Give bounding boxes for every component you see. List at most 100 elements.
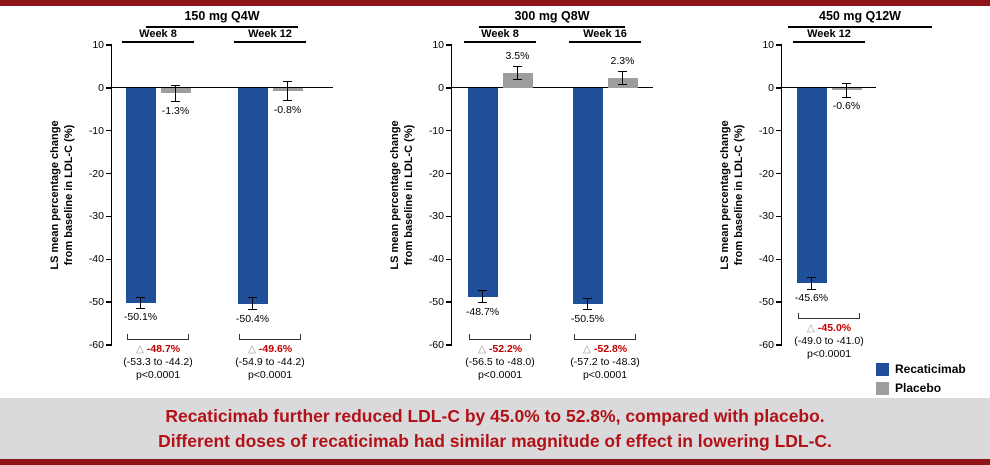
error-bar-cap-bottom	[283, 100, 292, 102]
difference-ci: (-53.3 to -44.2)	[123, 355, 193, 368]
difference-bracket	[239, 333, 301, 340]
difference-p: p<0.0001	[477, 369, 523, 382]
recaticimab-bar	[572, 87, 603, 305]
bar-value-label: -45.6%	[794, 292, 829, 305]
error-bar-cap-top	[807, 276, 816, 278]
difference-ci: (-56.5 to -48.0)	[465, 356, 535, 369]
y-tick-mark	[446, 172, 452, 175]
y-tick-mark	[776, 172, 782, 175]
error-bar-cap-top	[171, 84, 180, 86]
y-tick-mark	[106, 344, 112, 346]
y-tick-mark	[106, 44, 112, 46]
y-tick-label: -40	[88, 253, 104, 266]
summary-banner: Recaticimab further reduced LDL-C by 45.…	[0, 398, 990, 459]
chart-panel-2: 300 mg Q8W LS mean percentage change from …	[358, 6, 683, 398]
y-tick-label: 0	[98, 81, 104, 94]
difference-value-row: △ -45.0%	[769, 322, 889, 335]
error-bar-cap-top	[842, 83, 851, 85]
y-tick-mark	[106, 129, 112, 132]
placebo-color-swatch	[876, 381, 889, 395]
y-tick-mark	[446, 215, 452, 218]
y-tick-mark	[446, 301, 452, 303]
difference-value-row: △ -48.7%	[98, 343, 218, 356]
placebo-bar	[502, 72, 533, 88]
panel-title: 150 mg Q4W	[184, 9, 260, 23]
y-tick-mark	[106, 258, 112, 261]
error-bar	[587, 298, 588, 310]
y-tick-label: -50	[758, 296, 774, 309]
delta-triangle-icon: △	[247, 342, 259, 355]
difference-ci: (-49.0 to -41.0)	[794, 335, 864, 348]
recaticimab-bar	[125, 87, 156, 303]
recaticimab-bar	[237, 87, 268, 304]
week-underline	[234, 41, 306, 43]
panel-title: 450 mg Q12W	[819, 9, 901, 23]
week-label: Week 16	[583, 28, 627, 40]
bar-value-label: -0.6%	[832, 100, 861, 113]
error-bar	[175, 85, 176, 102]
delta-triangle-icon: △	[135, 342, 147, 355]
y-tick-label: -30	[428, 210, 444, 223]
y-tick-mark	[776, 344, 782, 346]
y-tick-mark	[776, 87, 782, 89]
bar-value-label: -50.5%	[570, 312, 605, 325]
y-tick-label: -50	[428, 296, 444, 309]
difference-percent: -49.6%	[258, 342, 293, 355]
y-tick-mark	[776, 258, 782, 261]
week-underline	[569, 41, 641, 43]
top-accent-stripe	[0, 0, 990, 6]
bar-value-label: -50.1%	[123, 311, 158, 324]
panel-title-underline	[146, 26, 298, 28]
difference-bracket	[798, 313, 860, 320]
y-axis-line	[780, 45, 782, 345]
y-tick-mark	[106, 172, 112, 175]
y-tick-mark	[446, 87, 452, 89]
y-tick-label: 10	[92, 39, 104, 51]
y-tick-mark	[106, 87, 112, 89]
summary-line-2: Different doses of recaticimab had simil…	[158, 431, 832, 451]
y-tick-label: -10	[428, 124, 444, 137]
bar-value-label: -0.8%	[273, 103, 302, 116]
y-tick-mark	[446, 258, 452, 261]
error-bar	[846, 83, 847, 98]
error-bar-cap-top	[478, 290, 487, 292]
y-axis-label-line1: LS mean percentage change	[719, 120, 731, 270]
panel-title: 300 mg Q8W	[514, 9, 590, 23]
bottom-accent-stripe	[0, 459, 990, 465]
y-tick-mark	[776, 44, 782, 46]
zero-baseline	[452, 87, 653, 89]
week-underline	[122, 41, 194, 43]
difference-p: p<0.0001	[247, 368, 293, 381]
y-tick-mark	[776, 129, 782, 132]
y-tick-label: -20	[758, 167, 774, 180]
delta-triangle-icon: △	[582, 343, 594, 356]
y-tick-mark	[776, 215, 782, 218]
zero-baseline	[782, 87, 876, 89]
chart-panel-1: 150 mg Q4W LS mean percentage change from …	[18, 6, 343, 398]
y-axis-line	[450, 45, 452, 345]
y-tick-label: -20	[88, 167, 104, 180]
y-tick-label: -10	[758, 124, 774, 137]
week-label: Week 8	[139, 28, 177, 40]
legend-item-placebo: Placebo	[876, 381, 966, 395]
placebo-legend-label: Placebo	[895, 381, 942, 395]
y-tick-mark	[446, 344, 452, 346]
recaticimab-color-swatch	[876, 362, 889, 376]
bar-value-label: -1.3%	[161, 104, 190, 117]
difference-percent: -52.8%	[593, 343, 628, 356]
error-bar-cap-top	[248, 297, 257, 299]
error-bar-cap-top	[136, 296, 145, 298]
difference-p: p<0.0001	[806, 348, 852, 361]
y-axis-label-line1: LS mean percentage change	[389, 120, 401, 270]
panel-title-underline	[479, 26, 625, 28]
panel-title-underline	[788, 26, 932, 28]
y-tick-label: -50	[88, 296, 104, 309]
week-underline	[464, 41, 536, 43]
figure-area: Recaticimab Placebo 150 mg Q4W LS mean pe…	[0, 6, 990, 398]
y-tick-mark	[106, 215, 112, 218]
error-bar-cap-bottom	[136, 307, 145, 309]
y-tick-label: -30	[88, 210, 104, 223]
delta-triangle-icon: △	[806, 322, 818, 335]
difference-p: p<0.0001	[135, 368, 181, 381]
legend: Recaticimab Placebo	[876, 362, 966, 400]
